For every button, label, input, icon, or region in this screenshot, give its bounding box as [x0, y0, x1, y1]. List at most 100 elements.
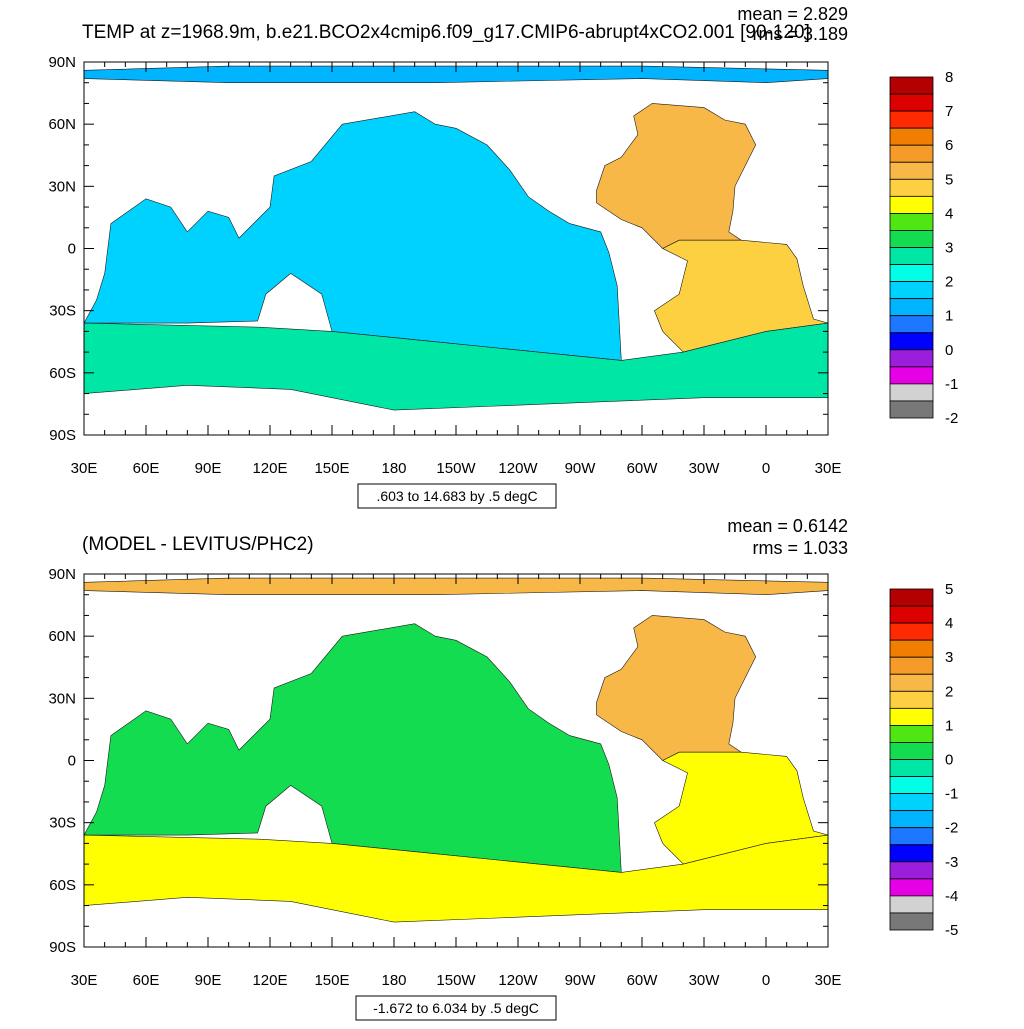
colorbar-label: 0 — [945, 752, 953, 769]
colorbar-swatch — [889, 349, 934, 368]
y-tick-label: 60S — [49, 877, 76, 894]
x-tick-label: 120W — [498, 972, 538, 989]
colorbar-swatch — [889, 639, 934, 658]
colorbar-swatch — [889, 230, 934, 248]
colorbar-swatch — [889, 895, 934, 914]
top-panel-svg: TEMP at z=1968.9m, b.e21.BCO2x4cmip6.f09… — [48, 4, 958, 509]
colorbar-label: -1 — [945, 786, 958, 803]
map-plot — [83, 61, 829, 436]
colorbar-label: 5 — [945, 581, 953, 598]
colorbar-swatch — [889, 861, 934, 880]
x-tick-label: 60W — [627, 460, 659, 477]
mean-label: mean = 2.829 — [737, 4, 848, 24]
x-tick-label: 150W — [436, 460, 476, 477]
colorbar-label: 8 — [945, 69, 953, 86]
colorbar-label: -5 — [945, 922, 958, 939]
colorbar-label: 1 — [945, 308, 953, 325]
colorbar-swatch — [889, 724, 934, 743]
top-panel: TEMP at z=1968.9m, b.e21.BCO2x4cmip6.f09… — [0, 0, 1024, 512]
colorbar: 8 7 6 5 4 3 2 1 0 -1 -2 — [889, 69, 958, 427]
colorbar-swatch — [889, 707, 934, 726]
rms-label: rms = 1.033 — [752, 538, 848, 558]
y-tick-label: 90N — [48, 566, 76, 583]
colorbar-label: -4 — [945, 888, 958, 905]
ocean-zone-indo-pacific — [83, 623, 622, 873]
colorbar-swatch — [889, 281, 934, 300]
colorbar-swatch — [889, 690, 934, 709]
colorbar-swatch — [889, 844, 934, 863]
colorbar: 5 4 3 2 1 0 -1 -2 -3 -4 -5 — [889, 581, 958, 939]
colorbar-swatch — [889, 878, 934, 897]
bottom-panel: (MODEL - LEVITUS/PHC2) mean = 0.6142 rms… — [0, 512, 1024, 1024]
ocean-zone-atlantic-north — [596, 103, 757, 249]
x-tick-label: 60E — [133, 972, 160, 989]
x-tick-label: 150W — [436, 972, 476, 989]
contour-info-label: .603 to 14.683 by .5 degC — [376, 488, 537, 504]
colorbar-swatch — [889, 93, 934, 112]
contour-info-label: -1.672 to 6.034 by .5 degC — [373, 1000, 539, 1016]
rms-label: rms = 3.189 — [752, 24, 848, 44]
colorbar-swatch — [889, 742, 934, 760]
colorbar-label: 4 — [945, 205, 953, 222]
colorbar-swatch — [889, 912, 934, 931]
colorbar-swatch — [889, 605, 934, 624]
y-tick-label: 90N — [48, 54, 76, 71]
y-axis-ticks: 90N 60N 30N 0 30S 60S 90S — [48, 54, 828, 444]
y-tick-label: 60S — [49, 365, 76, 382]
colorbar-label: 5 — [945, 171, 953, 188]
x-tick-label: 30E — [71, 972, 98, 989]
x-tick-label: 180 — [381, 460, 406, 477]
x-tick-label: 90E — [195, 460, 222, 477]
colorbar-label: -3 — [945, 854, 958, 871]
y-tick-label: 30S — [49, 303, 76, 320]
colorbar-swatch — [889, 315, 934, 334]
colorbar-swatch — [889, 264, 934, 282]
colorbar-label: 1 — [945, 717, 953, 734]
x-tick-label: 30E — [71, 460, 98, 477]
colorbar-label: 2 — [945, 274, 953, 291]
colorbar-swatch — [889, 332, 934, 351]
x-tick-label: 30E — [815, 460, 842, 477]
colorbar-swatch — [889, 195, 934, 214]
colorbar-swatch — [889, 656, 934, 675]
x-tick-label: 30E — [815, 972, 842, 989]
mean-label: mean = 0.6142 — [727, 516, 848, 536]
map-title: TEMP at z=1968.9m, b.e21.BCO2x4cmip6.f09… — [82, 22, 810, 43]
x-tick-label: 30W — [689, 460, 721, 477]
y-tick-label: 90S — [49, 427, 76, 444]
colorbar-swatch — [889, 212, 934, 231]
map-plot — [83, 573, 829, 948]
x-tick-label: 90E — [195, 972, 222, 989]
x-tick-label: 120W — [498, 460, 538, 477]
bottom-panel-svg: (MODEL - LEVITUS/PHC2) mean = 0.6142 rms… — [48, 516, 958, 1021]
colorbar-swatch — [889, 127, 934, 146]
colorbar-label: 4 — [945, 615, 953, 632]
y-tick-label: 90S — [49, 939, 76, 956]
colorbar-swatch — [889, 76, 934, 95]
y-tick-label: 60N — [48, 628, 76, 645]
colorbar-swatch — [889, 400, 934, 419]
colorbar-swatch — [889, 383, 934, 402]
colorbar-swatch — [889, 161, 934, 180]
colorbar-label: 3 — [945, 240, 953, 257]
y-tick-label: 30N — [48, 178, 76, 195]
x-tick-label: 90W — [565, 972, 597, 989]
colorbar-swatch — [889, 810, 934, 829]
map-title: (MODEL - LEVITUS/PHC2) — [82, 534, 314, 555]
y-axis-ticks: 90N 60N 30N 0 30S 60S 90S — [48, 566, 828, 956]
y-tick-label: 0 — [68, 241, 76, 258]
colorbar-label: 2 — [945, 683, 953, 700]
x-tick-label: 120E — [252, 460, 287, 477]
x-axis-ticks: 30E 60E 90E 120E 150E 180 150W 120W 90W 60W 30W 0 30… — [71, 574, 842, 989]
colorbar-swatch — [889, 759, 934, 777]
colorbar-label: -2 — [945, 410, 958, 427]
colorbar-label: -1 — [945, 376, 958, 393]
colorbar-swatch — [889, 793, 934, 812]
x-tick-label: 60W — [627, 972, 659, 989]
colorbar-label: 6 — [945, 137, 953, 154]
colorbar-swatch — [889, 298, 934, 317]
colorbar-swatch — [889, 588, 934, 607]
colorbar-swatch — [889, 827, 934, 846]
ocean-zone-atlantic-north — [596, 615, 757, 761]
y-tick-label: 60N — [48, 116, 76, 133]
